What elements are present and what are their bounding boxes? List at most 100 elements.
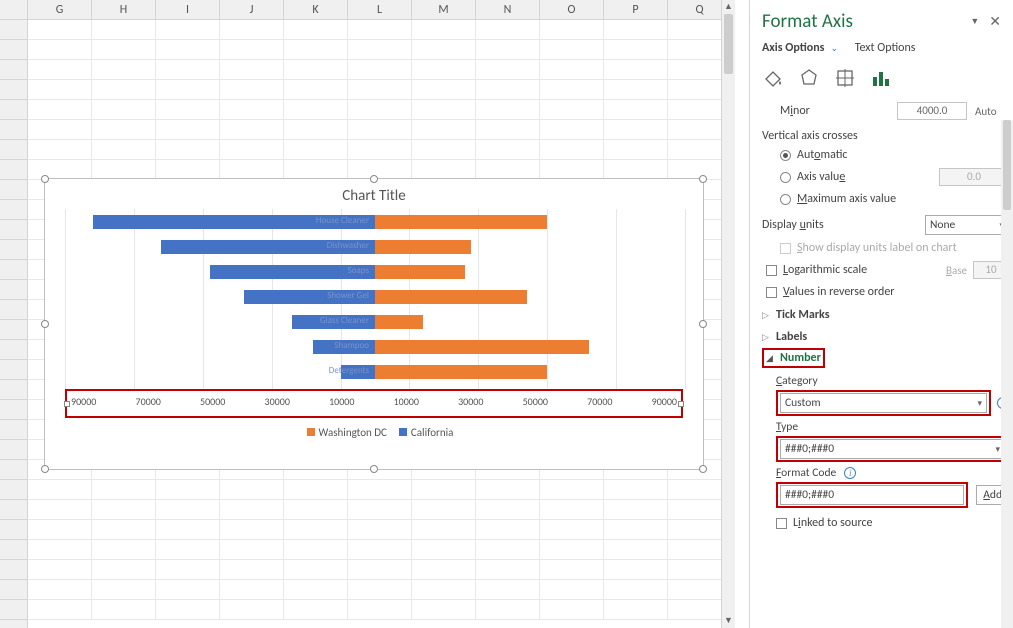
axis-tick-label: 70000 [136, 395, 161, 408]
panel-scroll-thumb[interactable] [1003, 120, 1011, 210]
row-header[interactable] [0, 600, 27, 620]
tab-axis-options[interactable]: Axis Options [762, 41, 824, 55]
axis-tick-label: 30000 [458, 395, 483, 408]
size-icon[interactable] [834, 67, 856, 89]
axis-tick-label: 90000 [71, 395, 96, 408]
vertical-axis-crosses-label: Vertical axis crosses [762, 123, 1009, 145]
bar-washington-dc[interactable] [375, 215, 547, 229]
panel-scrollbar[interactable] [1001, 120, 1013, 628]
row-header[interactable] [0, 200, 27, 220]
chevron-down-icon[interactable]: ⌄ [830, 43, 838, 54]
radio-automatic[interactable]: Automatic [762, 145, 1009, 165]
row-header[interactable] [0, 340, 27, 360]
column-header[interactable]: L [348, 0, 412, 19]
row-header[interactable] [0, 220, 27, 240]
column-headers: GHIJKLMNOPQ [0, 0, 735, 20]
row-header[interactable] [0, 520, 27, 540]
row-headers [0, 20, 28, 628]
row-header[interactable] [0, 20, 27, 40]
column-header[interactable]: M [412, 0, 476, 19]
category-dropdown[interactable]: Custom ▾ [780, 393, 987, 413]
row-header[interactable] [0, 240, 27, 260]
show-units-label: Show display units label on chart [797, 241, 957, 255]
bar-washington-dc[interactable] [375, 265, 465, 279]
linked-to-source-checkbox[interactable] [776, 518, 787, 529]
panel-menu-icon[interactable]: ▼ [970, 16, 979, 27]
column-header[interactable]: H [92, 0, 156, 19]
display-units-dropdown[interactable]: None ▾ [925, 215, 1009, 235]
x-axis-selected[interactable]: 9000070000500003000010000100003000050000… [65, 389, 683, 418]
column-header[interactable]: J [220, 0, 284, 19]
log-scale-checkbox[interactable] [766, 265, 777, 276]
section-number[interactable]: Number [766, 351, 821, 365]
radio-maximum-axis-value[interactable]: Maximum axis value [762, 189, 1009, 209]
row-header[interactable] [0, 180, 27, 200]
section-tick-marks[interactable]: Tick Marks [762, 302, 1009, 324]
category-label: Shower Gel [327, 290, 369, 301]
row-header[interactable] [0, 320, 27, 340]
chart-legend[interactable]: Washington DC California [45, 418, 703, 447]
row-header[interactable] [0, 440, 27, 460]
row-header[interactable] [0, 300, 27, 320]
row-header[interactable] [0, 540, 27, 560]
row-header[interactable] [0, 460, 27, 480]
bar-washington-dc[interactable] [375, 240, 471, 254]
chart-plot-area: House CleanerDishwasherSoapsShower GelGl… [65, 209, 683, 389]
row-header[interactable] [0, 280, 27, 300]
row-header[interactable] [0, 60, 27, 80]
chart-object[interactable]: Chart Title House CleanerDishwasherSoaps… [44, 178, 704, 470]
column-header[interactable]: N [476, 0, 540, 19]
section-labels[interactable]: Labels [762, 324, 1009, 346]
category-label: House Cleaner [316, 215, 369, 226]
row-header[interactable] [0, 120, 27, 140]
panel-close-icon[interactable]: ✕ [989, 13, 1001, 30]
row-header[interactable] [0, 580, 27, 600]
reverse-order-checkbox[interactable] [766, 287, 777, 298]
row-header[interactable] [0, 100, 27, 120]
bar-washington-dc[interactable] [375, 340, 589, 354]
display-units-label: Display units [762, 218, 824, 232]
info-icon[interactable]: i [844, 467, 856, 479]
column-header[interactable]: O [540, 0, 604, 19]
scroll-up-icon[interactable]: ▲ [722, 0, 735, 14]
axis-tick-label: 50000 [523, 395, 548, 408]
row-header[interactable] [0, 560, 27, 580]
row-header[interactable] [0, 160, 27, 180]
legend-item[interactable]: California [411, 426, 454, 439]
column-header[interactable]: K [284, 0, 348, 19]
chart-title[interactable]: Chart Title [45, 179, 703, 209]
row-header[interactable] [0, 80, 27, 100]
row-header[interactable] [0, 400, 27, 420]
row-header[interactable] [0, 480, 27, 500]
scroll-down-icon[interactable]: ▼ [722, 614, 735, 628]
format-code-input[interactable]: ###0;###0 [780, 485, 964, 505]
bar-washington-dc[interactable] [375, 290, 527, 304]
row-header[interactable] [0, 380, 27, 400]
scroll-thumb[interactable] [724, 14, 733, 74]
bar-washington-dc[interactable] [375, 365, 547, 379]
row-header[interactable] [0, 140, 27, 160]
row-header[interactable] [0, 260, 27, 280]
row-header[interactable] [0, 420, 27, 440]
type-dropdown[interactable]: ###0;###0 ▾ [780, 439, 1005, 459]
fill-icon[interactable] [762, 67, 784, 89]
row-header[interactable] [0, 500, 27, 520]
column-header[interactable]: I [156, 0, 220, 19]
type-label: Type [762, 416, 1009, 436]
tab-text-options[interactable]: Text Options [855, 41, 916, 55]
row-header[interactable] [0, 360, 27, 380]
radio-axis-value[interactable]: Axis value 0.0 [762, 165, 1009, 189]
effects-icon[interactable] [798, 67, 820, 89]
sheet-scrollbar-vertical[interactable]: ▲ ▼ [721, 0, 735, 628]
row-header[interactable] [0, 40, 27, 60]
bar-washington-dc[interactable] [375, 315, 423, 329]
panel-title: Format Axis [762, 10, 970, 33]
minor-input[interactable]: 4000.0 [897, 102, 967, 120]
category-label: Dishwasher [327, 240, 369, 251]
axis-tick-label: 90000 [652, 395, 677, 408]
axis-options-icon[interactable] [870, 67, 892, 89]
column-header[interactable]: P [604, 0, 668, 19]
legend-item[interactable]: Washington DC [319, 426, 387, 439]
category-label: Category [762, 370, 1009, 390]
column-header[interactable]: G [28, 0, 92, 19]
